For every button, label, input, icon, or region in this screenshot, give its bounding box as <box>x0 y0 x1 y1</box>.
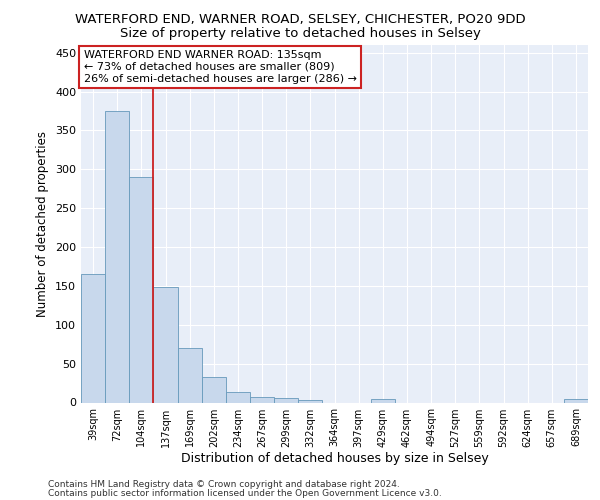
Text: Size of property relative to detached houses in Selsey: Size of property relative to detached ho… <box>119 28 481 40</box>
Bar <box>129 177 154 402</box>
Bar <box>274 398 298 402</box>
Bar <box>298 400 322 402</box>
Text: Contains HM Land Registry data © Crown copyright and database right 2024.: Contains HM Land Registry data © Crown c… <box>48 480 400 489</box>
Bar <box>202 377 226 402</box>
Text: WATERFORD END WARNER ROAD: 135sqm
← 73% of detached houses are smaller (809)
26%: WATERFORD END WARNER ROAD: 135sqm ← 73% … <box>83 50 356 84</box>
X-axis label: Distribution of detached houses by size in Selsey: Distribution of detached houses by size … <box>181 452 488 466</box>
Bar <box>105 111 129 403</box>
Bar <box>81 274 105 402</box>
Bar <box>564 400 588 402</box>
Text: Contains public sector information licensed under the Open Government Licence v3: Contains public sector information licen… <box>48 488 442 498</box>
Text: WATERFORD END, WARNER ROAD, SELSEY, CHICHESTER, PO20 9DD: WATERFORD END, WARNER ROAD, SELSEY, CHIC… <box>74 12 526 26</box>
Bar <box>154 288 178 403</box>
Bar <box>250 397 274 402</box>
Bar <box>371 400 395 402</box>
Y-axis label: Number of detached properties: Number of detached properties <box>37 130 49 317</box>
Bar <box>178 348 202 403</box>
Bar <box>226 392 250 402</box>
